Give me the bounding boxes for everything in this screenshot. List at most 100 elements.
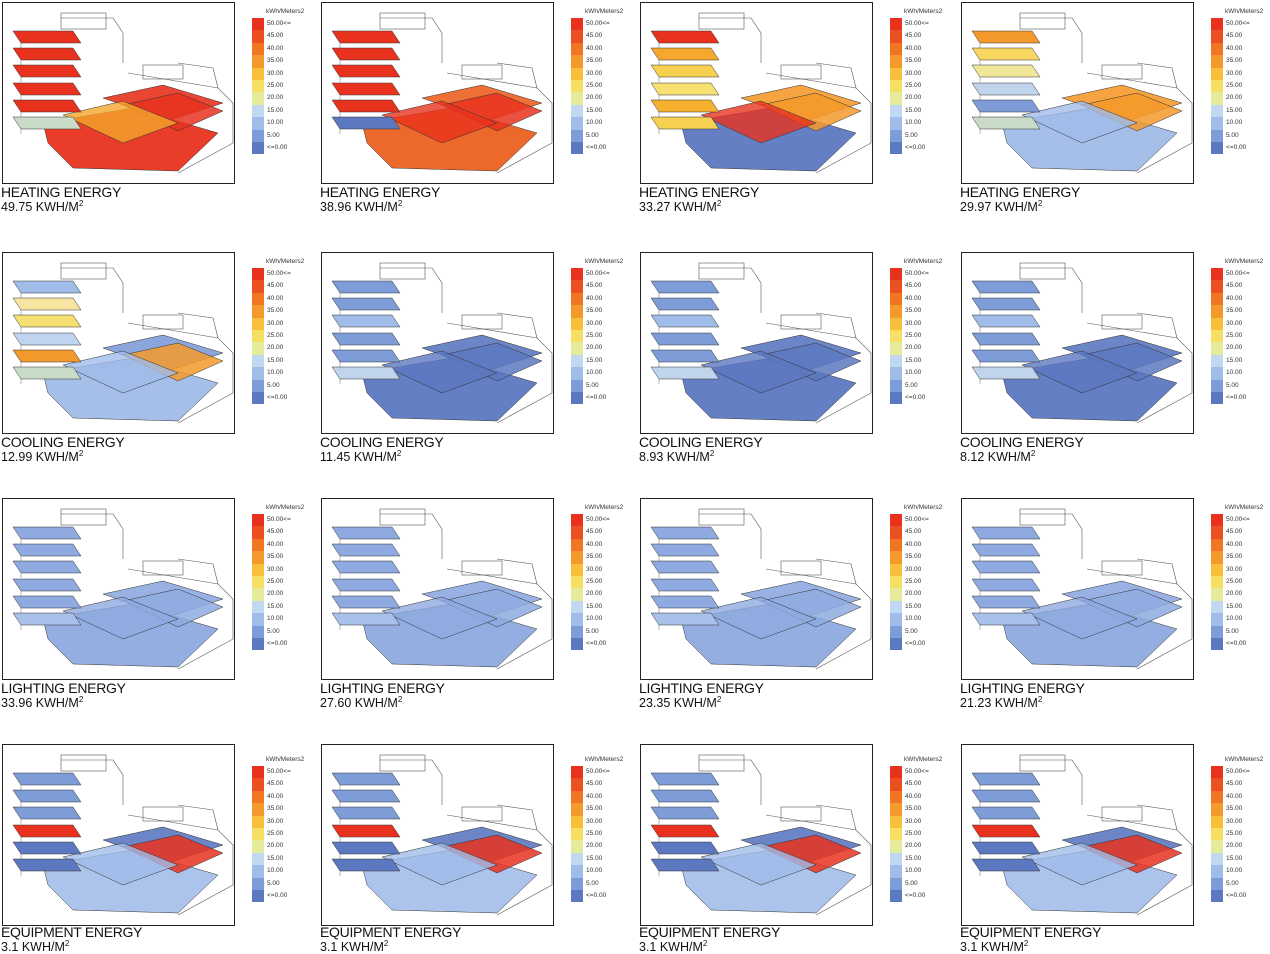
roof-volume [1101,560,1143,576]
roof-volume [379,508,426,526]
legend-tick-label: 45.00 [1226,780,1243,788]
legend-tick-label: 10.00 [586,867,603,875]
tower-floor-slab [12,841,82,855]
tower-floor-slab [331,30,401,44]
legend-swatch [252,575,264,589]
legend-tick-label: 25.00 [1226,577,1243,585]
building-energy-model [650,262,872,424]
legend-tick-label: 50.00<= [586,516,610,523]
wireframe-line [177,312,219,339]
energy-type-title: COOLING ENERGY [960,434,1084,450]
legend-tick-label: 15.00 [1226,854,1243,862]
legend-swatch [890,67,902,80]
legend-swatch [890,354,902,368]
legend-tick-label: 15.00 [586,106,603,114]
legend-tick-label: 45.00 [586,282,603,290]
tower-floor-slab [650,806,720,820]
legend-tick-label: 15.00 [905,106,922,114]
wireframe-line [1136,312,1178,339]
wireframe-line [446,72,553,174]
tower-floor-slab [331,578,401,592]
legend-tick-label: 45.00 [267,780,284,788]
tower-floor-slab [650,349,720,363]
legend-color-bar [571,766,583,906]
color-scale-legend: kWh/Meters2 50.00<= 45.00 40.00 35.00 30.00 25… [1211,504,1270,664]
simulation-view-frame [961,744,1194,926]
legend-swatch [252,815,264,828]
simulation-view-frame [961,2,1194,184]
legend-swatch [1211,141,1223,155]
legend-swatch [890,526,902,539]
legend-swatch [1211,840,1223,853]
legend-tick-label: 40.00 [586,294,603,302]
legend-swatch [890,292,902,306]
legend-swatch [1211,563,1223,576]
roof-volume [461,314,503,330]
simulation-view-frame [640,498,873,680]
roof-volume [1019,262,1066,280]
legend-swatch [1211,865,1223,878]
legend-swatch [571,104,583,118]
legend-tick-label: 10.00 [1226,615,1243,623]
legend-swatch [252,92,264,105]
wireframe-line [61,513,124,559]
legend-tick-label: 5.00 [1226,131,1239,139]
legend-tick-label: 35.00 [586,57,603,65]
wireframe-line [1136,804,1178,831]
legend-tick-label: 30.00 [267,69,284,77]
tower-floor-slab [971,64,1041,78]
legend-swatch [252,268,264,281]
legend-color-bar [890,766,902,906]
energy-type-title: COOLING ENERGY [639,434,763,450]
legend-tick-label: <=0.00 [1226,891,1247,899]
wireframe-line [1086,322,1193,424]
legend-tick-label: 30.00 [1226,69,1243,77]
legend-swatch [890,379,902,392]
wing-slab-lower [1021,100,1138,144]
wing-slab-lower [381,350,498,394]
wireframe-line [815,804,857,831]
tower-floor-slab [971,297,1041,311]
legend-swatch [571,55,583,68]
wing-slab-lower [62,350,179,394]
wireframe-line [446,322,553,424]
legend-tick-label: 25.00 [586,577,603,585]
legend-swatch [571,827,583,841]
tower-floor-slab [971,806,1041,820]
legend-tick-label: 45.00 [586,528,603,536]
legend-swatch [252,367,264,380]
legend-tick-label: 45.00 [905,528,922,536]
legend-tick-label: 15.00 [1226,106,1243,114]
energy-type-title: LIGHTING ENERGY [320,680,445,696]
wing-slab-lower [700,350,817,394]
legend-swatch [571,877,583,890]
tower-floor-slab [650,595,720,609]
legend-color-bar [890,268,902,408]
roof-volume [1101,314,1143,330]
legend-tick-label: 25.00 [267,577,284,585]
tower-floor-slab [971,595,1041,609]
roof-volume [1019,754,1066,772]
legend-tick-label: 20.00 [267,94,284,102]
legend-tick-label: 15.00 [267,106,284,114]
legend-tick-label: 40.00 [267,540,284,548]
legend-swatch [571,766,583,779]
legend-tick-label: 5.00 [267,879,280,887]
energy-intensity-value: 11.45 KWH/M2 [320,449,402,465]
legend-swatch [1211,766,1223,779]
legend-swatch [890,600,902,614]
simulation-view-frame [321,2,554,184]
wireframe-line [380,17,443,63]
wireframe-line [446,814,553,916]
tower-floor-slab [650,64,720,78]
legend-swatch [571,803,583,816]
tower-floor-slab [650,280,720,294]
tower-floor-slab [331,332,401,346]
tower-floor-slab [971,332,1041,346]
building-energy-model [12,754,234,916]
legend-color-bar [1211,18,1223,158]
wireframe-line [699,513,762,559]
tower-floor-slab [331,858,401,872]
legend-tick-label: 40.00 [905,792,922,800]
tower-floor-slab [650,824,720,838]
